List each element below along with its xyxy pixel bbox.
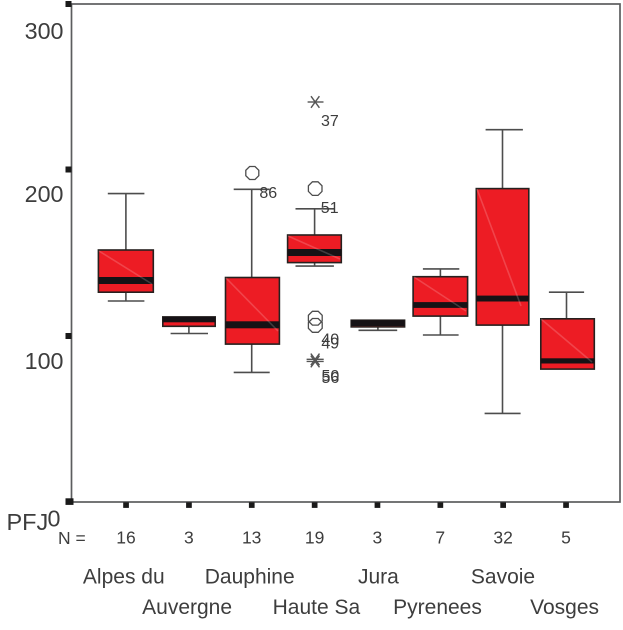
svg-text:Auvergne: Auvergne	[142, 596, 232, 619]
svg-text:86: 86	[259, 185, 277, 202]
svg-text:56: 56	[322, 370, 340, 387]
svg-text:Savoie: Savoie	[471, 565, 535, 588]
svg-text:19: 19	[305, 528, 324, 548]
svg-text:200: 200	[25, 181, 64, 207]
svg-text:100: 100	[25, 348, 64, 374]
svg-text:300: 300	[25, 18, 64, 44]
svg-text:50: 50	[322, 368, 340, 385]
svg-text:Dauphine: Dauphine	[205, 565, 295, 588]
svg-text:32: 32	[493, 528, 512, 548]
svg-text:5: 5	[561, 528, 571, 548]
svg-text:51: 51	[321, 200, 339, 217]
svg-text:3: 3	[373, 528, 383, 548]
svg-text:Jura: Jura	[358, 565, 399, 588]
svg-text:3: 3	[184, 528, 194, 548]
svg-text:Vosges: Vosges	[530, 596, 599, 619]
svg-text:Pyrenees: Pyrenees	[393, 596, 482, 619]
svg-text:13: 13	[242, 528, 261, 548]
svg-text:PFJ: PFJ	[7, 509, 49, 535]
svg-text:0: 0	[48, 506, 61, 532]
svg-text:N =: N =	[58, 528, 86, 548]
svg-text:Haute Sa: Haute Sa	[273, 596, 361, 619]
svg-text:49: 49	[321, 336, 339, 353]
svg-text:Alpes du: Alpes du	[83, 565, 165, 588]
svg-text:7: 7	[435, 528, 445, 548]
svg-text:37: 37	[321, 113, 339, 130]
svg-text:16: 16	[116, 528, 135, 548]
svg-text:40: 40	[321, 332, 339, 349]
